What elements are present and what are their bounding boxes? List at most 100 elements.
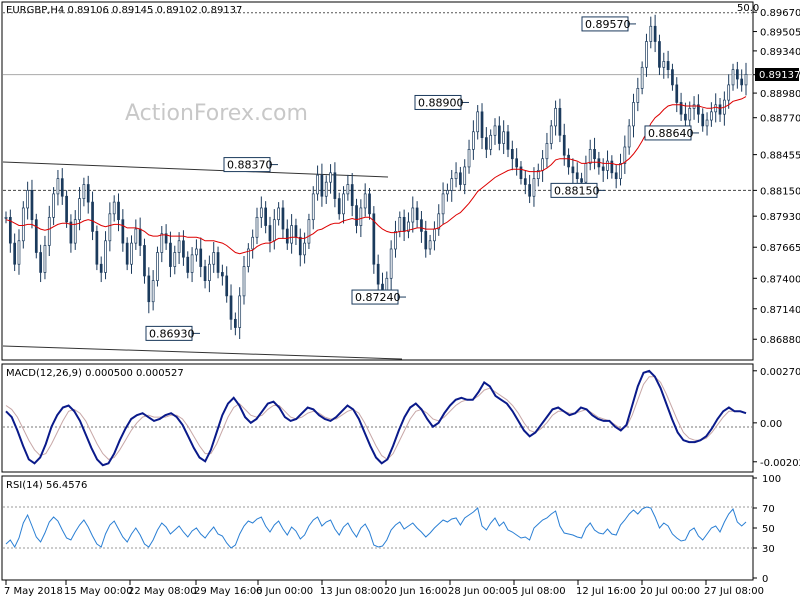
time-tick-label: 13 Jun 08:00 [320, 586, 384, 597]
candle-body [510, 149, 514, 160]
candle-body [91, 201, 94, 232]
candle-body [147, 275, 151, 303]
candle-body [614, 172, 618, 180]
rsi-line [5, 506, 747, 549]
candle-body [363, 193, 367, 209]
price-annotations: 0.89570 0.88900 0.88640 0.88370 0.88150 0.872… [145, 16, 699, 341]
watermark: ActionForex.com [125, 101, 308, 126]
candle-body [212, 252, 216, 265]
candle-body [264, 207, 267, 226]
rsi-tick-label: 50 [762, 524, 775, 535]
time-tick-label: 15 May 00:00 [64, 586, 133, 597]
price-candles [4, 14, 748, 340]
candle-body [675, 84, 679, 103]
time-tick-label: 28 Jun 00:00 [448, 586, 512, 597]
candle-body [718, 104, 722, 115]
candle-body [554, 107, 557, 127]
candle-body [731, 69, 735, 86]
macd-pane: MACD(12,26,9) 0.000500 0.000527 0.002705… [1, 363, 800, 473]
candle-body [134, 228, 138, 244]
candle-body [710, 111, 713, 121]
macd-tick-label: -0.002023 [760, 458, 800, 469]
candle-body [368, 193, 371, 215]
candle-body [627, 125, 631, 148]
candle-body [199, 248, 203, 267]
rsi-axis: 100 70 50 30 0 [753, 474, 781, 585]
candle-body [402, 216, 406, 232]
candle-body [342, 193, 345, 215]
candle-body [298, 236, 302, 256]
price-tick-label: 0.86880 [760, 335, 800, 346]
macd-tick-label: 0.00 [760, 419, 782, 430]
candle-body [450, 178, 454, 191]
candle-body [130, 242, 133, 265]
candle-body [303, 242, 306, 256]
candle-body [246, 248, 250, 267]
candle-body [398, 216, 402, 232]
rsi-tick-label: 70 [762, 504, 775, 515]
price-tick-label: 0.88770 [760, 114, 800, 125]
candle-body [662, 61, 666, 68]
candle-body [117, 201, 120, 221]
candle-body [372, 213, 376, 265]
candle-body [251, 236, 255, 250]
candle-body [506, 131, 510, 150]
rsi-pane: RSI(14) 56.4576 100 70 50 30 0 [1, 474, 781, 585]
candle-body [588, 149, 592, 164]
candle-body [121, 219, 125, 244]
candle-body [541, 158, 544, 171]
level-annotation-label: 0.87240 [355, 291, 401, 304]
candle-body [744, 73, 748, 86]
price-tick-label: 0.88980 [760, 89, 800, 100]
price-tick-label: 0.89505 [760, 28, 800, 39]
candle-body [285, 228, 289, 244]
current-price-box [755, 68, 799, 81]
candle-body [653, 25, 657, 42]
time-tick-label: 20 Jun 16:00 [384, 586, 448, 597]
candle-body [272, 219, 276, 242]
candle-body [394, 231, 397, 250]
fib-level-label: 50.0 [737, 3, 759, 14]
candle-body [601, 166, 605, 171]
candle-body [104, 240, 107, 273]
candle-body [125, 242, 129, 265]
candle-body [493, 125, 497, 136]
candle-body [160, 233, 164, 253]
trend-channel [2, 161, 403, 360]
candle-body [208, 263, 211, 281]
candle-body [619, 163, 622, 180]
candle-body [86, 184, 90, 203]
candle-body [467, 149, 471, 168]
candle-body [497, 125, 501, 144]
candle-body [337, 198, 341, 215]
candle-body [459, 172, 462, 185]
candle-body [177, 240, 181, 253]
candle-body [164, 233, 168, 244]
candle-body [78, 198, 81, 221]
candle-body [441, 193, 445, 215]
candle-body [640, 66, 644, 89]
moving-average-line [5, 96, 747, 255]
candle-body [727, 84, 731, 101]
candle-body [259, 207, 263, 218]
candle-body [156, 252, 159, 281]
time-tick-label: 5 Jul 08:00 [512, 586, 566, 597]
candle-body [485, 137, 488, 150]
candle-body [359, 207, 363, 226]
price-tick-label: 0.89670 [760, 8, 800, 19]
candle-body [99, 263, 103, 273]
candle-body [95, 231, 99, 265]
candle-body [65, 195, 68, 223]
candle-body [229, 295, 233, 320]
candle-body [536, 170, 540, 180]
candle-body [52, 193, 55, 218]
candle-body [424, 231, 428, 250]
time-tick-label: 20 Jul 00:00 [640, 586, 700, 597]
candle-body [701, 113, 705, 127]
level-annotation-label: 0.88150 [554, 184, 600, 197]
candle-body [143, 245, 146, 277]
candle-body [234, 318, 237, 328]
candle-body [190, 254, 194, 273]
